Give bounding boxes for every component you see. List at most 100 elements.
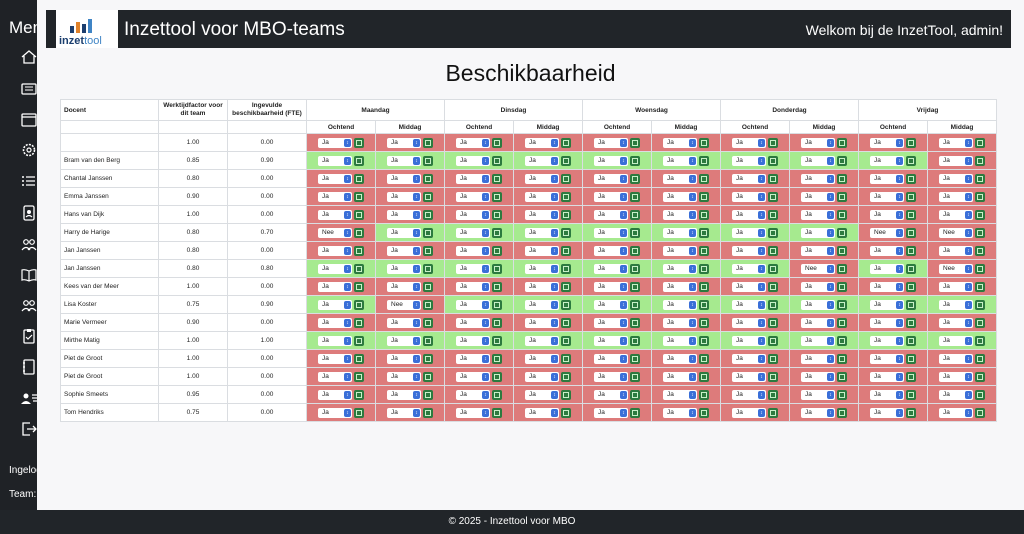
availability-select[interactable]: Ja ↕ [387, 209, 421, 220]
save-icon[interactable] [837, 209, 847, 220]
availability-select[interactable]: Ja ↕ [525, 281, 559, 292]
availability-select[interactable]: Ja ↕ [870, 245, 904, 256]
save-icon[interactable] [975, 191, 985, 202]
availability-select[interactable]: Ja ↕ [387, 317, 421, 328]
save-icon[interactable] [423, 155, 433, 166]
availability-select[interactable]: Ja ↕ [801, 281, 835, 292]
availability-select[interactable]: Ja ↕ [318, 263, 352, 274]
save-icon[interactable] [699, 389, 709, 400]
save-icon[interactable] [768, 335, 778, 346]
save-icon[interactable] [561, 281, 571, 292]
availability-select[interactable]: Ja ↕ [318, 281, 352, 292]
save-icon[interactable] [699, 407, 709, 418]
save-icon[interactable] [906, 137, 916, 148]
save-icon[interactable] [423, 209, 433, 220]
save-icon[interactable] [354, 155, 364, 166]
availability-select[interactable]: Ja ↕ [525, 299, 559, 310]
availability-select[interactable]: Ja ↕ [663, 281, 697, 292]
save-icon[interactable] [906, 407, 916, 418]
notebook-icon[interactable] [20, 358, 38, 376]
availability-select[interactable]: Ja ↕ [801, 353, 835, 364]
availability-select[interactable]: Ja ↕ [456, 209, 490, 220]
availability-select[interactable]: Ja ↕ [663, 227, 697, 238]
availability-select[interactable]: Ja ↕ [594, 371, 628, 382]
logout-icon[interactable] [20, 420, 38, 438]
save-icon[interactable] [630, 155, 640, 166]
save-icon[interactable] [492, 317, 502, 328]
save-icon[interactable] [837, 353, 847, 364]
availability-select[interactable]: Ja ↕ [732, 227, 766, 238]
availability-select[interactable]: Ja ↕ [870, 389, 904, 400]
save-icon[interactable] [423, 263, 433, 274]
availability-select[interactable]: Ja ↕ [663, 245, 697, 256]
save-icon[interactable] [354, 227, 364, 238]
save-icon[interactable] [699, 155, 709, 166]
availability-select[interactable]: Ja ↕ [318, 155, 352, 166]
availability-select[interactable]: Nee ↕ [387, 299, 421, 310]
save-icon[interactable] [837, 317, 847, 328]
availability-select[interactable]: Ja ↕ [387, 263, 421, 274]
save-icon[interactable] [975, 299, 985, 310]
availability-select[interactable]: Ja ↕ [387, 137, 421, 148]
availability-select[interactable]: Ja ↕ [318, 353, 352, 364]
availability-select[interactable]: Ja ↕ [939, 209, 973, 220]
save-icon[interactable] [354, 335, 364, 346]
availability-select[interactable]: Ja ↕ [663, 191, 697, 202]
users-group-icon[interactable] [20, 296, 38, 314]
availability-select[interactable]: Ja ↕ [939, 137, 973, 148]
save-icon[interactable] [423, 353, 433, 364]
save-icon[interactable] [561, 353, 571, 364]
save-icon[interactable] [975, 173, 985, 184]
save-icon[interactable] [630, 227, 640, 238]
availability-select[interactable]: Ja ↕ [732, 407, 766, 418]
availability-select[interactable]: Ja ↕ [525, 209, 559, 220]
save-icon[interactable] [837, 137, 847, 148]
availability-select[interactable]: Nee ↕ [939, 263, 973, 274]
save-icon[interactable] [492, 191, 502, 202]
save-icon[interactable] [354, 371, 364, 382]
save-icon[interactable] [768, 209, 778, 220]
save-icon[interactable] [975, 245, 985, 256]
availability-select[interactable]: Ja ↕ [318, 191, 352, 202]
availability-select[interactable]: Ja ↕ [663, 353, 697, 364]
save-icon[interactable] [837, 191, 847, 202]
save-icon[interactable] [837, 371, 847, 382]
save-icon[interactable] [699, 353, 709, 364]
save-icon[interactable] [699, 281, 709, 292]
save-icon[interactable] [423, 407, 433, 418]
availability-select[interactable]: Ja ↕ [525, 317, 559, 328]
availability-select[interactable]: Ja ↕ [870, 371, 904, 382]
availability-select[interactable]: Ja ↕ [318, 371, 352, 382]
save-icon[interactable] [768, 227, 778, 238]
save-icon[interactable] [561, 173, 571, 184]
save-icon[interactable] [630, 173, 640, 184]
availability-select[interactable]: Ja ↕ [594, 281, 628, 292]
save-icon[interactable] [837, 155, 847, 166]
save-icon[interactable] [699, 227, 709, 238]
availability-select[interactable]: Ja ↕ [663, 155, 697, 166]
save-icon[interactable] [561, 227, 571, 238]
save-icon[interactable] [699, 299, 709, 310]
availability-select[interactable]: Ja ↕ [594, 389, 628, 400]
availability-select[interactable]: Ja ↕ [525, 227, 559, 238]
availability-select[interactable]: Ja ↕ [456, 317, 490, 328]
save-icon[interactable] [630, 263, 640, 274]
availability-select[interactable]: Ja ↕ [456, 299, 490, 310]
availability-select[interactable]: Ja ↕ [732, 281, 766, 292]
save-icon[interactable] [423, 173, 433, 184]
availability-select[interactable]: Ja ↕ [801, 407, 835, 418]
availability-select[interactable]: Ja ↕ [594, 173, 628, 184]
save-icon[interactable] [561, 407, 571, 418]
availability-select[interactable]: Ja ↕ [870, 353, 904, 364]
availability-select[interactable]: Ja ↕ [387, 191, 421, 202]
availability-select[interactable]: Ja ↕ [732, 263, 766, 274]
save-icon[interactable] [906, 353, 916, 364]
save-icon[interactable] [354, 245, 364, 256]
save-icon[interactable] [630, 191, 640, 202]
save-icon[interactable] [423, 281, 433, 292]
availability-select[interactable]: Ja ↕ [525, 245, 559, 256]
availability-select[interactable]: Nee ↕ [318, 227, 352, 238]
availability-select[interactable]: Ja ↕ [663, 389, 697, 400]
save-icon[interactable] [630, 137, 640, 148]
save-icon[interactable] [837, 335, 847, 346]
